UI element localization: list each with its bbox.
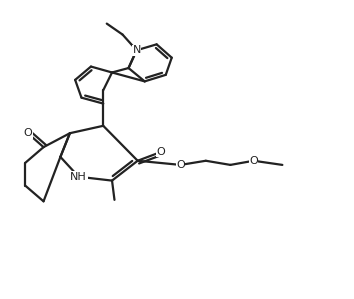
Text: O: O	[249, 156, 258, 166]
Text: NH: NH	[70, 172, 87, 182]
Text: O: O	[23, 128, 32, 138]
Text: O: O	[157, 147, 166, 157]
Text: N: N	[132, 45, 141, 55]
Text: O: O	[176, 160, 185, 170]
